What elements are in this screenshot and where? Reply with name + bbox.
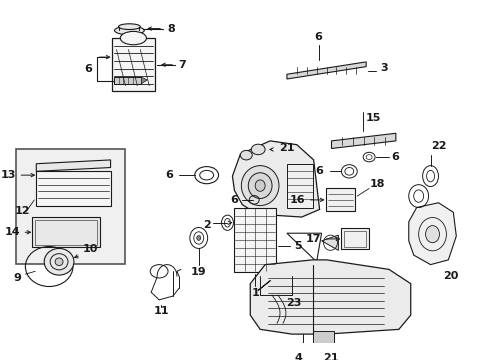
- Text: 23: 23: [285, 298, 301, 308]
- Text: 21: 21: [322, 353, 338, 360]
- Text: 21: 21: [279, 143, 294, 153]
- Text: 6: 6: [315, 166, 323, 176]
- Bar: [113, 77, 141, 84]
- Text: 8: 8: [167, 23, 175, 33]
- Bar: [344, 231, 366, 247]
- Bar: [325, 189, 355, 211]
- Text: 6: 6: [165, 170, 173, 180]
- Polygon shape: [36, 160, 110, 171]
- Text: 11: 11: [153, 306, 168, 316]
- Text: 7: 7: [178, 60, 185, 70]
- Bar: [111, 38, 155, 91]
- Bar: [286, 164, 312, 207]
- Bar: [234, 207, 275, 272]
- Bar: [32, 217, 100, 247]
- Text: 4: 4: [294, 353, 302, 360]
- Text: 20: 20: [442, 271, 457, 281]
- Polygon shape: [321, 235, 338, 250]
- Ellipse shape: [120, 31, 146, 45]
- Ellipse shape: [240, 150, 252, 160]
- Text: 9: 9: [14, 273, 21, 283]
- Polygon shape: [250, 260, 410, 334]
- Ellipse shape: [248, 173, 271, 198]
- Bar: [35, 220, 97, 245]
- Text: 14: 14: [5, 227, 20, 237]
- Bar: [17, 149, 125, 264]
- Ellipse shape: [44, 248, 74, 275]
- Text: 19: 19: [190, 267, 206, 277]
- Ellipse shape: [114, 26, 144, 35]
- Text: 6: 6: [83, 63, 92, 73]
- Ellipse shape: [241, 166, 279, 206]
- Ellipse shape: [255, 180, 264, 191]
- Text: 2: 2: [203, 220, 210, 230]
- Bar: [341, 229, 368, 249]
- Text: 3: 3: [379, 63, 387, 73]
- Text: 18: 18: [368, 179, 384, 189]
- Ellipse shape: [251, 144, 264, 155]
- Text: 16: 16: [289, 195, 305, 205]
- Polygon shape: [141, 77, 147, 84]
- Bar: [312, 331, 334, 345]
- Ellipse shape: [196, 235, 200, 240]
- Text: 17: 17: [305, 234, 321, 244]
- Text: 22: 22: [430, 141, 446, 150]
- Text: 10: 10: [83, 244, 98, 255]
- Text: 5: 5: [293, 241, 301, 251]
- Bar: [36, 171, 110, 206]
- Text: 6: 6: [314, 32, 322, 42]
- Polygon shape: [286, 62, 366, 79]
- Text: 6: 6: [230, 195, 238, 205]
- Polygon shape: [232, 141, 319, 217]
- Ellipse shape: [425, 226, 439, 243]
- Ellipse shape: [55, 258, 63, 266]
- Text: 15: 15: [365, 113, 380, 123]
- Text: 13: 13: [1, 170, 16, 180]
- Ellipse shape: [118, 24, 140, 30]
- Text: 1: 1: [251, 288, 259, 298]
- Polygon shape: [408, 203, 455, 265]
- Text: 6: 6: [390, 152, 398, 162]
- Text: 12: 12: [15, 206, 30, 216]
- Polygon shape: [331, 133, 395, 148]
